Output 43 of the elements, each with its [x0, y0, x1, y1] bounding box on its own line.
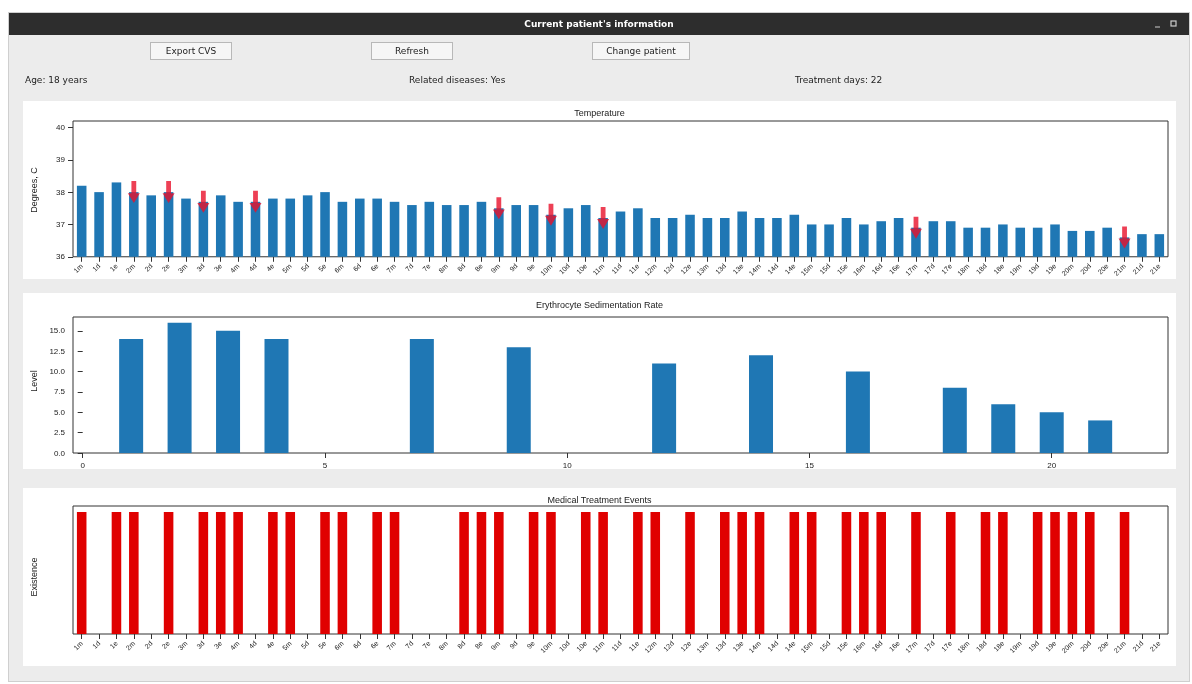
y-axis-title: Existence: [28, 557, 39, 597]
bar: [167, 322, 192, 453]
text: Export CVS: [150, 42, 232, 60]
y-axis-title: Degrees, C: [28, 166, 39, 213]
bar: [845, 371, 870, 453]
x-tick-label: 15: [805, 460, 815, 470]
bar: [749, 355, 774, 453]
y-tick-label: 7.5: [53, 387, 66, 397]
text: Change patient: [592, 42, 690, 60]
y-tick-label: 36: [56, 252, 66, 262]
bar: [119, 338, 144, 453]
y-tick-label: 0.0: [53, 448, 66, 458]
x-tick-label: 20: [1047, 460, 1057, 470]
y-tick-label: 38: [56, 187, 66, 197]
chart-title: Medical Treatment Events: [547, 494, 653, 505]
bar: [506, 347, 531, 453]
text: Age: 18 years: [25, 75, 88, 85]
x-tick-label: 10: [562, 460, 573, 470]
y-tick-label: 10.0: [49, 367, 66, 377]
y-tick-label: 12.5: [49, 346, 66, 356]
bar: [942, 387, 967, 453]
bar: [264, 338, 289, 453]
text: Treatment days: 22: [795, 75, 883, 85]
x-tick-label: 5: [322, 460, 328, 470]
bar: [216, 330, 241, 453]
bar: [409, 338, 434, 453]
bar: [1088, 420, 1113, 453]
bar: [652, 363, 677, 453]
text: Refresh: [371, 42, 453, 60]
chart-title: Erythrocyte Sedimentation Rate: [535, 299, 664, 310]
x-tick-label: 0: [80, 460, 86, 470]
bar: [1039, 412, 1064, 453]
y-tick-label: 40: [56, 122, 66, 132]
chart-title: Temperature: [574, 107, 625, 118]
y-tick-label: 37: [56, 219, 66, 229]
y-axis-title: Level: [28, 370, 39, 392]
text: Related diseases: Yes: [409, 75, 506, 85]
y-tick-label: 5.0: [53, 407, 66, 417]
y-tick-label: 2.5: [53, 428, 66, 438]
bar: [991, 404, 1016, 453]
y-tick-label: 15.0: [49, 326, 66, 336]
y-tick-label: 39: [56, 155, 66, 165]
text: Current patient's information: [9, 13, 1189, 35]
